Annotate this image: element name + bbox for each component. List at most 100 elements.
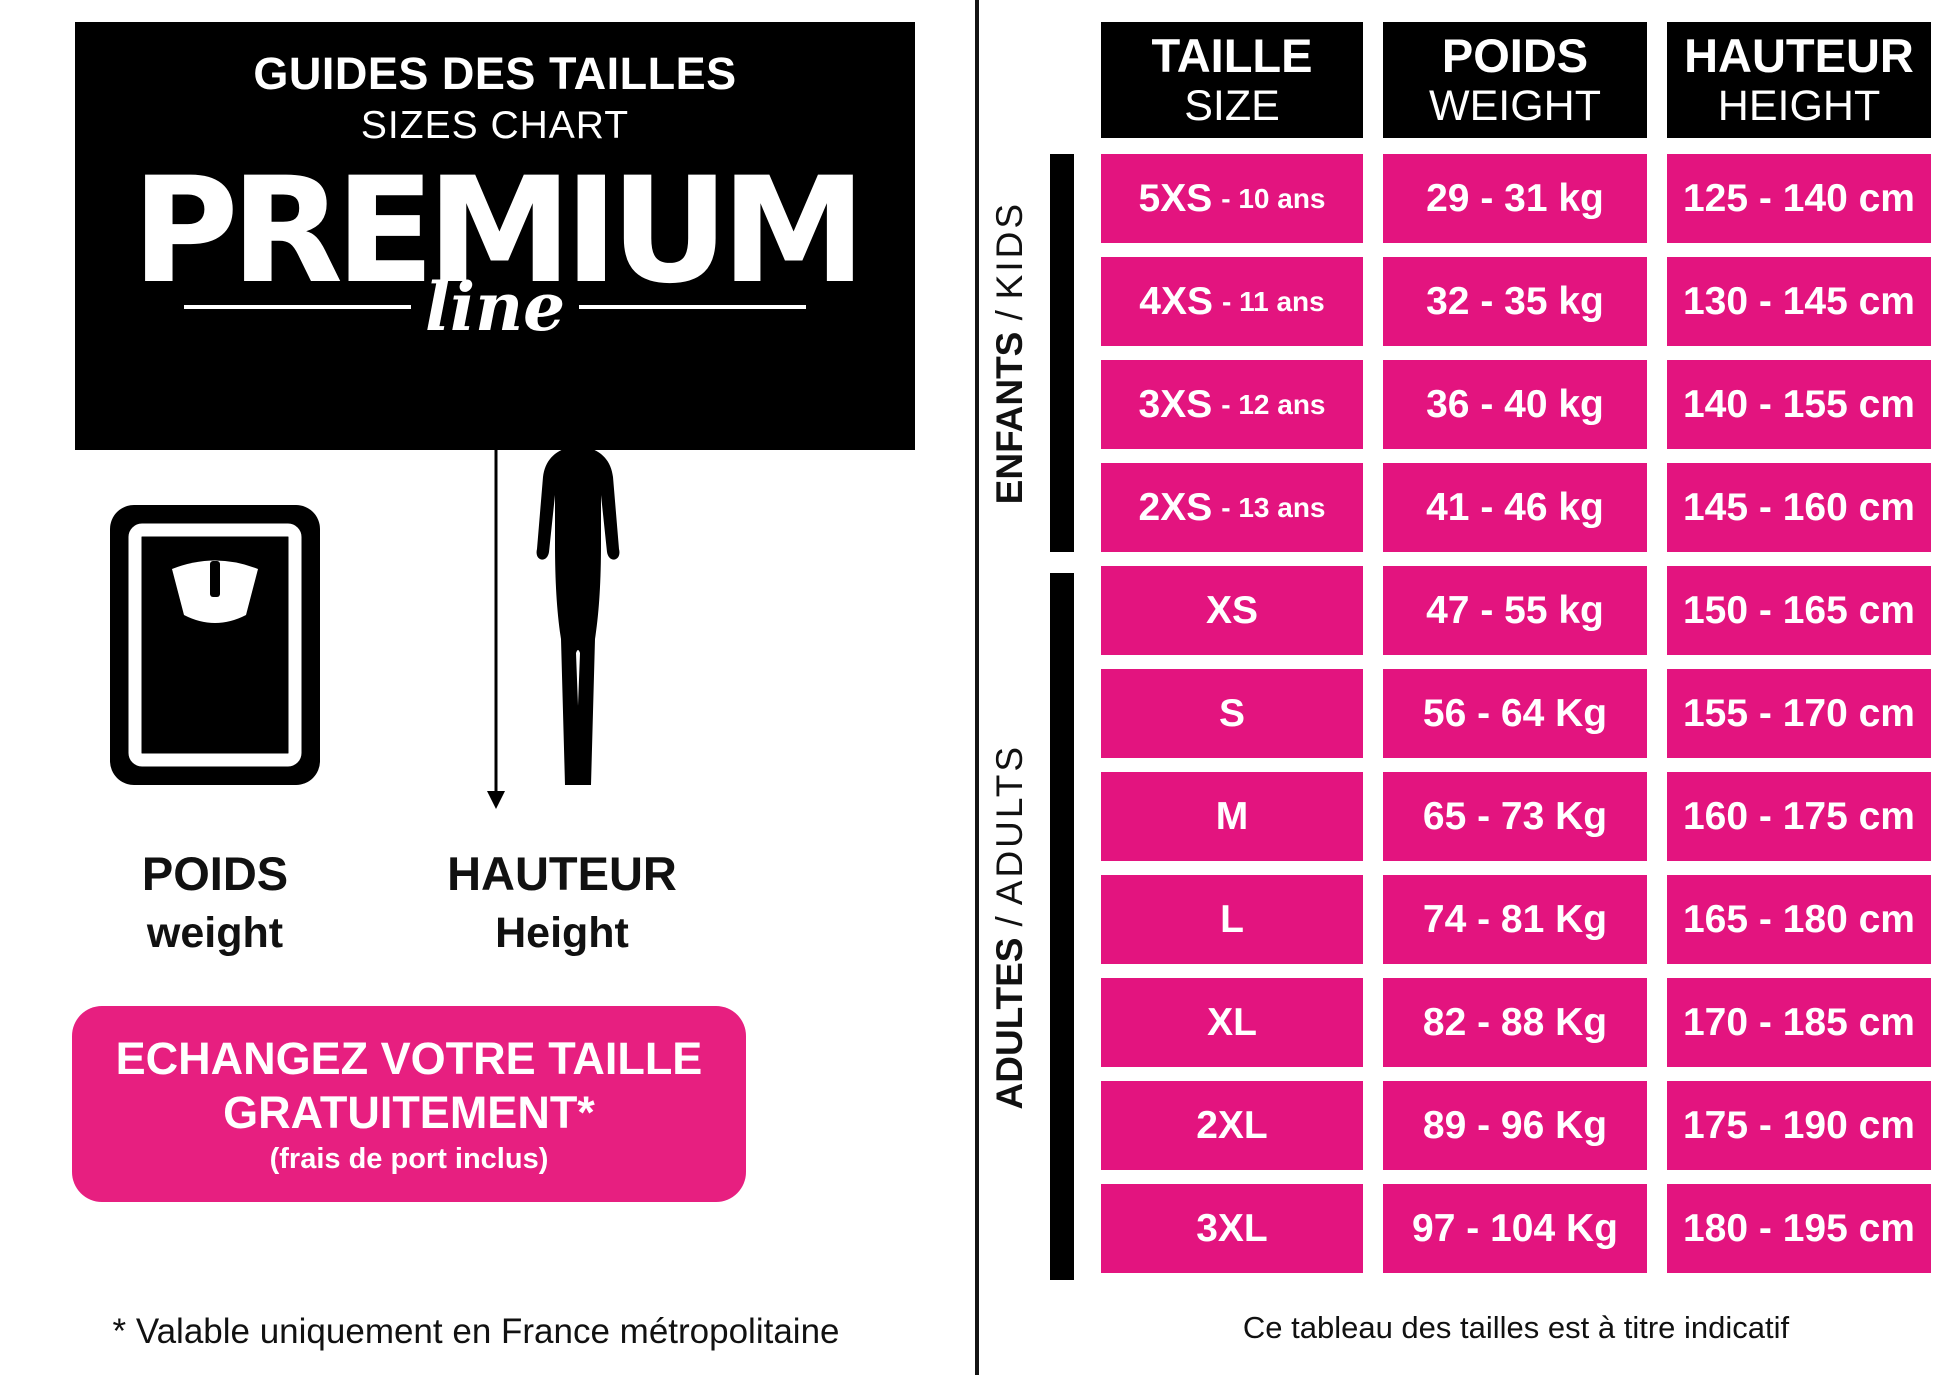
group-bar-adults — [1050, 573, 1074, 1280]
weight-cell: 89 - 96 Kg — [1383, 1081, 1647, 1170]
indicative-footnote: Ce tableau des tailles est à titre indic… — [1242, 1310, 1790, 1345]
size-cell: 3XS - 12 ans — [1101, 360, 1363, 449]
height-cell: 160 - 175 cm — [1667, 772, 1931, 861]
table-row: L 74 - 81 Kg 165 - 180 cm — [1101, 875, 1931, 964]
size-cell: 3XL — [1101, 1184, 1363, 1273]
vertical-divider — [975, 0, 979, 1375]
cta-line1: ECHANGEZ VOTRE TAILLE — [115, 1033, 703, 1084]
brand-script-row: line — [184, 274, 806, 340]
weight-cell: 29 - 31 kg — [1383, 154, 1647, 243]
table-header-row: TAILLE SIZE POIDS WEIGHT HAUTEUR HEIGHT — [1101, 22, 1931, 138]
group-bar-kids — [1050, 154, 1074, 552]
height-cell: 150 - 165 cm — [1667, 566, 1931, 655]
size-value: XS — [1205, 588, 1259, 632]
person-silhouette-icon — [536, 393, 620, 785]
height-cell: 125 - 140 cm — [1667, 154, 1931, 243]
brand-logo-box: GUIDES DES TAILLES SIZES CHART PREMIUM l… — [75, 22, 915, 450]
size-age: - 11 ans — [1221, 285, 1325, 317]
free-exchange-banner: ECHANGEZ VOTRE TAILLE GRATUITEMENT* (fra… — [72, 1006, 746, 1202]
group-adults-sep: / — [989, 915, 1030, 927]
weight-cell: 32 - 35 kg — [1383, 257, 1647, 346]
weight-label: POIDS weight — [65, 846, 365, 958]
header-size-fr: TAILLE — [1151, 29, 1313, 83]
header-height-fr: HAUTEUR — [1684, 29, 1914, 83]
table-row: 3XS - 12 ans 36 - 40 kg 140 - 155 cm — [1101, 360, 1931, 449]
cta-line2: GRATUITEMENT* — [223, 1087, 595, 1138]
group-adults-fr: ADULTES — [989, 937, 1030, 1110]
height-cell: 130 - 145 cm — [1667, 257, 1931, 346]
size-value: 5XS — [1138, 176, 1213, 220]
size-cell: 2XS - 13 ans — [1101, 463, 1363, 552]
table-row: XS 47 - 55 kg 150 - 165 cm — [1101, 566, 1931, 655]
size-value: S — [1218, 691, 1245, 735]
size-cell: 2XL — [1101, 1081, 1363, 1170]
size-value: L — [1220, 897, 1244, 941]
table-rows: 5XS - 10 ans 29 - 31 kg 125 - 140 cm 4XS - 11… — [1101, 154, 1931, 1287]
size-age: - 12 ans — [1221, 388, 1326, 420]
height-cell: 155 - 170 cm — [1667, 669, 1931, 758]
height-label-fr: HAUTEUR — [447, 847, 677, 900]
group-kids-sep: / — [989, 310, 1030, 321]
size-value: 2XL — [1196, 1103, 1268, 1147]
height-cell: 145 - 160 cm — [1667, 463, 1931, 552]
guide-title-en: SIZES CHART — [360, 104, 630, 147]
header-weight-fr: POIDS — [1441, 29, 1589, 83]
size-value: M — [1215, 794, 1249, 838]
france-footnote: * Valable uniquement en France métropoli… — [112, 1312, 840, 1351]
weight-scale-icon — [110, 505, 320, 785]
weight-cell: 41 - 46 kg — [1383, 463, 1647, 552]
table-row: XL 82 - 88 Kg 170 - 185 cm — [1101, 978, 1931, 1067]
rule-left — [184, 305, 411, 309]
size-value: 4XS — [1139, 279, 1213, 323]
size-cell: 5XS - 10 ans — [1101, 154, 1363, 243]
weight-label-fr: POIDS — [141, 847, 289, 900]
size-age: - 10 ans — [1221, 182, 1326, 214]
header-weight-en: WEIGHT — [1429, 81, 1601, 130]
size-cell: L — [1101, 875, 1363, 964]
size-cell: XS — [1101, 566, 1363, 655]
size-value: 3XS — [1138, 382, 1213, 426]
weight-cell: 36 - 40 kg — [1383, 360, 1647, 449]
height-label-en: Height — [495, 909, 629, 957]
height-cell: 170 - 185 cm — [1667, 978, 1931, 1067]
group-kids-fr: ENFANTS — [989, 331, 1030, 505]
height-arrow-icon — [487, 395, 505, 809]
weight-cell: 47 - 55 kg — [1383, 566, 1647, 655]
group-kids-en: KIDS — [989, 201, 1030, 300]
size-value: 3XL — [1196, 1206, 1268, 1250]
table-row: S 56 - 64 Kg 155 - 170 cm — [1101, 669, 1931, 758]
weight-cell: 65 - 73 Kg — [1383, 772, 1647, 861]
header-size: TAILLE SIZE — [1101, 22, 1363, 138]
height-cell: 175 - 190 cm — [1667, 1081, 1931, 1170]
height-cell: 180 - 195 cm — [1667, 1184, 1931, 1273]
weight-cell: 97 - 104 Kg — [1383, 1184, 1647, 1273]
size-cell: M — [1101, 772, 1363, 861]
table-row: 4XS - 11 ans 32 - 35 kg 130 - 145 cm — [1101, 257, 1931, 346]
header-size-en: SIZE — [1184, 81, 1280, 130]
group-label-kids: ENFANTS / KIDS — [978, 154, 1042, 552]
cta-line3: (frais de port inclus) — [269, 1143, 549, 1175]
size-age: - 13 ans — [1221, 491, 1326, 523]
header-height: HAUTEUR HEIGHT — [1667, 22, 1931, 138]
size-cell: 4XS - 11 ans — [1101, 257, 1363, 346]
size-cell: S — [1101, 669, 1363, 758]
height-cell: 165 - 180 cm — [1667, 875, 1931, 964]
weight-cell: 82 - 88 Kg — [1383, 978, 1647, 1067]
size-value: XL — [1207, 1000, 1257, 1044]
group-adults-en: ADULTS — [989, 743, 1030, 905]
group-label-adults: ADULTES / ADULTS — [978, 573, 1042, 1280]
guide-title-fr: GUIDES DES TAILLES — [253, 48, 737, 99]
size-value: 2XS — [1138, 485, 1213, 529]
brand-script: line — [424, 268, 566, 346]
brand-name: PREMIUM — [131, 146, 867, 316]
table-row: 2XL 89 - 96 Kg 175 - 190 cm — [1101, 1081, 1931, 1170]
table-row: 5XS - 10 ans 29 - 31 kg 125 - 140 cm — [1101, 154, 1931, 243]
table-row: 3XL 97 - 104 Kg 180 - 195 cm — [1101, 1184, 1931, 1273]
size-cell: XL — [1101, 978, 1363, 1067]
table-row: 2XS - 13 ans 41 - 46 kg 145 - 160 cm — [1101, 463, 1931, 552]
table-row: M 65 - 73 Kg 160 - 175 cm — [1101, 772, 1931, 861]
height-cell: 140 - 155 cm — [1667, 360, 1931, 449]
weight-label-en: weight — [146, 909, 284, 957]
header-height-en: HEIGHT — [1717, 81, 1881, 130]
height-label: HAUTEUR Height — [412, 846, 712, 958]
